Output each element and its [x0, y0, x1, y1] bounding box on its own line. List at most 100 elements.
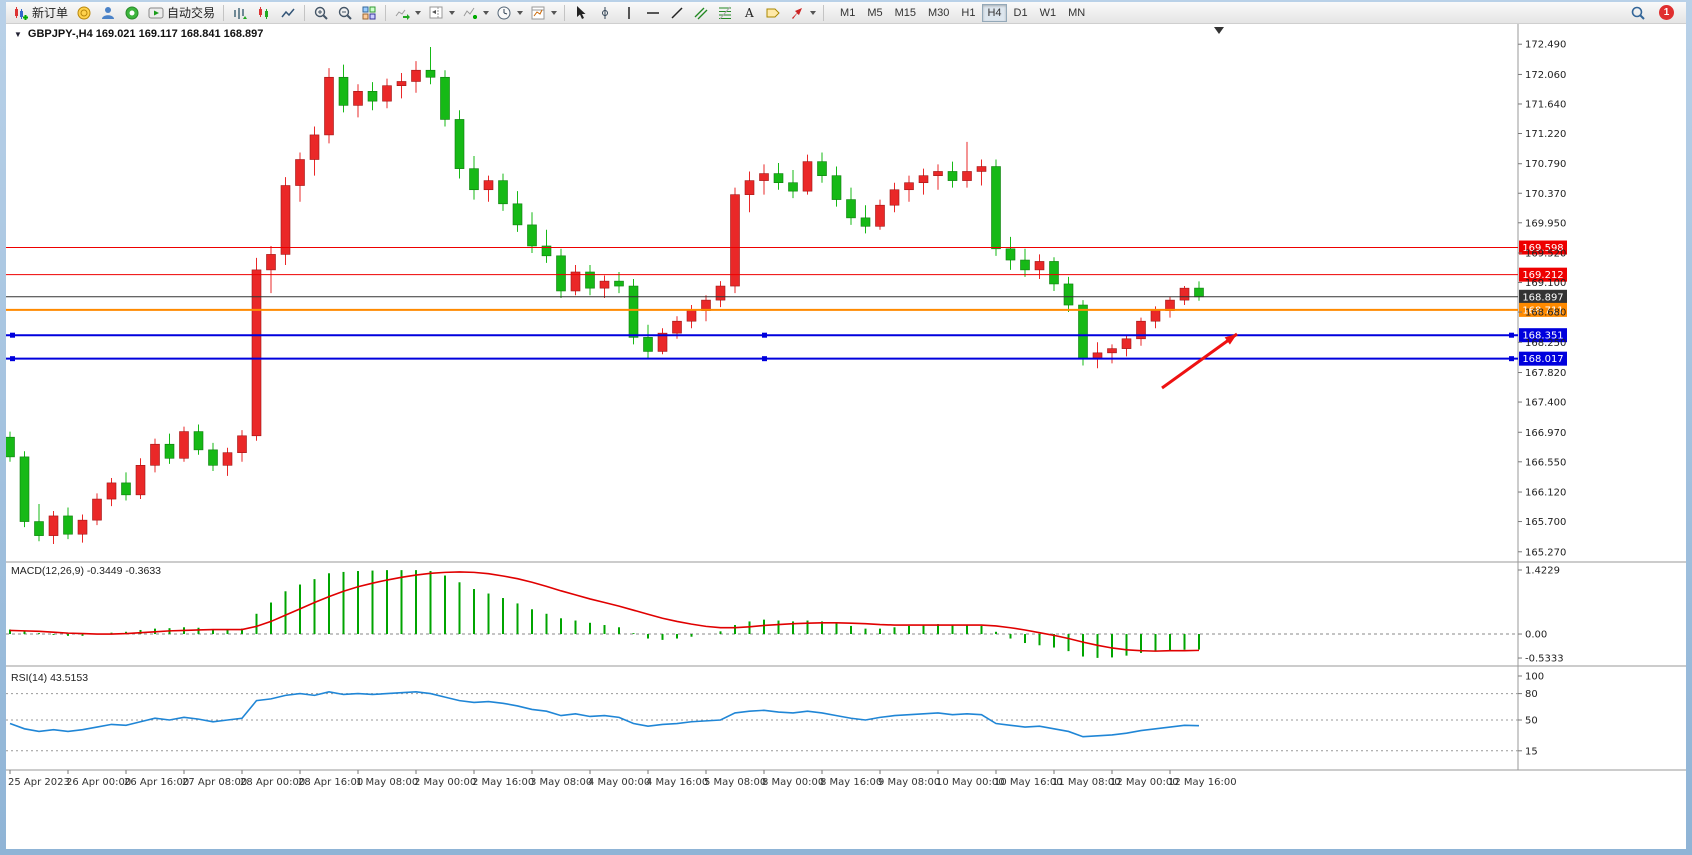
candlestick-chart-icon[interactable] — [253, 4, 275, 22]
crosshair-icon[interactable] — [594, 4, 616, 22]
svg-text:25 Apr 2023: 25 Apr 2023 — [8, 777, 70, 788]
svg-text:2 May 00:00: 2 May 00:00 — [414, 777, 476, 788]
svg-text:172.060: 172.060 — [1525, 70, 1566, 81]
horizontal-levels[interactable]: 169.598 169.212 168.897 168.711 168.351 168.0… — [6, 240, 1567, 366]
svg-text:28 Apr 16:00: 28 Apr 16:00 — [298, 777, 363, 788]
svg-text:50: 50 — [1525, 716, 1538, 727]
label-icon[interactable] — [762, 4, 784, 22]
zoom-out-icon[interactable] — [334, 4, 356, 22]
horizontal-line-icon[interactable] — [642, 4, 664, 22]
tab-timeframe-W1[interactable]: W1 — [1035, 4, 1062, 22]
svg-text:100: 100 — [1525, 672, 1544, 683]
svg-text:11 May 08:00: 11 May 08:00 — [1052, 777, 1121, 788]
shapes-icon[interactable] — [786, 4, 808, 22]
tab-timeframe-H4[interactable]: H4 — [982, 3, 1007, 22]
chart-area[interactable]: ▼ GBPJPY-,H4 169.021 169.117 168.841 168… — [6, 24, 1686, 849]
bar-chart-icon[interactable] — [229, 4, 251, 22]
price-chart-canvas[interactable]: 169.598 169.212 168.897 168.711 168.351 168.0… — [6, 24, 1686, 849]
shapes-caret-icon[interactable] — [810, 10, 817, 15]
templates-caret-icon[interactable] — [551, 10, 558, 15]
svg-text:3 May 08:00: 3 May 08:00 — [530, 777, 592, 788]
symbol-dropdown-icon[interactable]: ▼ — [14, 29, 22, 39]
timeframe-group: M1 M5 M15 M30 H1 H4 D1 W1 MN — [835, 3, 1090, 22]
price-tag-168.351 — [1519, 328, 1567, 343]
svg-text:169.598: 169.598 — [1522, 243, 1563, 254]
symbol-ohlc-text: GBPJPY-,H4 169.021 169.117 168.841 168.8… — [27, 28, 264, 40]
tab-timeframe-MN[interactable]: MN — [1063, 4, 1090, 22]
annotations[interactable] — [1161, 27, 1238, 390]
tab-timeframe-D1[interactable]: D1 — [1009, 4, 1033, 22]
tab-timeframe-M30[interactable]: M30 — [923, 4, 954, 22]
auto-trading-button[interactable]: 自动交易 — [145, 3, 218, 23]
chart-shift-icon[interactable] — [425, 4, 447, 22]
svg-text:168.351: 168.351 — [1522, 331, 1563, 342]
auto-trading-label: 自动交易 — [167, 6, 216, 20]
search-icon[interactable] — [1627, 4, 1649, 22]
svg-text:9 May 08:00: 9 May 08:00 — [878, 777, 940, 788]
svg-text:170.790: 170.790 — [1525, 159, 1566, 170]
svg-text:0.00: 0.00 — [1525, 630, 1547, 641]
svg-text:10 May 16:00: 10 May 16:00 — [994, 777, 1063, 788]
svg-text:169.100: 169.100 — [1525, 278, 1566, 289]
vertical-line-icon[interactable] — [618, 4, 640, 22]
accounts-icon[interactable] — [97, 4, 119, 22]
toolbar-separator — [564, 4, 566, 21]
price-tag-169.212 — [1519, 267, 1567, 282]
indicators-icon[interactable] — [459, 4, 481, 22]
chart-shift-caret-icon[interactable] — [449, 10, 456, 15]
svg-text:168.017: 168.017 — [1522, 354, 1563, 365]
svg-text:27 Apr 08:00: 27 Apr 08:00 — [182, 777, 247, 788]
toolbar-separator — [385, 4, 387, 21]
support-icon[interactable] — [121, 4, 143, 22]
tab-timeframe-H1[interactable]: H1 — [956, 4, 980, 22]
notification-badge[interactable]: 1 — [1659, 5, 1674, 20]
indicators-caret-icon[interactable] — [483, 10, 490, 15]
line-chart-icon[interactable] — [277, 4, 299, 22]
funds-icon[interactable] — [73, 4, 95, 22]
price-tag-168.897 — [1519, 289, 1567, 304]
auto-scroll-caret-icon[interactable] — [415, 10, 422, 15]
templates-icon[interactable] — [527, 4, 549, 22]
svg-text:169.950: 169.950 — [1525, 218, 1566, 229]
svg-text:12 May 16:00: 12 May 16:00 — [1168, 777, 1237, 788]
svg-text:80: 80 — [1525, 689, 1538, 700]
new-order-button[interactable]: 新订单 — [10, 3, 71, 23]
price-tag-169.598 — [1519, 240, 1567, 255]
svg-text:168.680: 168.680 — [1525, 308, 1566, 319]
tab-timeframe-M5[interactable]: M5 — [862, 4, 887, 22]
svg-text:26 Apr 16:00: 26 Apr 16:00 — [124, 777, 189, 788]
zoom-in-icon[interactable] — [310, 4, 332, 22]
svg-text:166.550: 166.550 — [1525, 457, 1566, 468]
indicator-plots — [9, 570, 1200, 738]
price-tag-168.711 — [1519, 302, 1567, 317]
trend-arrow-head-icon — [1224, 334, 1237, 345]
tab-timeframe-M1[interactable]: M1 — [835, 4, 860, 22]
svg-text:1.4229: 1.4229 — [1525, 566, 1560, 577]
chart-end-marker-icon[interactable] — [1214, 27, 1224, 34]
svg-text:168.711: 168.711 — [1522, 305, 1563, 316]
fibonacci-icon[interactable] — [714, 4, 736, 22]
svg-text:-0.5333: -0.5333 — [1525, 654, 1564, 665]
axes: 172.490 172.060 171.640 171.220 170.790 170.3… — [8, 40, 1566, 788]
text-icon[interactable]: A — [738, 4, 760, 22]
periods-caret-icon[interactable] — [517, 10, 524, 15]
channel-icon[interactable] — [690, 4, 712, 22]
svg-text:166.120: 166.120 — [1525, 488, 1566, 499]
svg-text:8 May 00:00: 8 May 00:00 — [762, 777, 824, 788]
svg-text:169.520: 169.520 — [1525, 249, 1566, 260]
cursor-icon[interactable] — [570, 4, 592, 22]
auto-scroll-icon[interactable] — [391, 4, 413, 22]
trend-arrow[interactable] — [1161, 332, 1238, 390]
svg-text:4 May 16:00: 4 May 16:00 — [646, 777, 708, 788]
tab-timeframe-M15[interactable]: M15 — [890, 4, 921, 22]
periods-clock-icon[interactable] — [493, 4, 515, 22]
trendline-icon[interactable] — [666, 4, 688, 22]
svg-text:171.220: 171.220 — [1525, 129, 1566, 140]
toolbar-separator — [223, 4, 225, 21]
tile-windows-icon[interactable] — [358, 4, 380, 22]
svg-text:26 Apr 00:00: 26 Apr 00:00 — [66, 777, 131, 788]
svg-text:28 Apr 00:00: 28 Apr 00:00 — [240, 777, 305, 788]
svg-text:171.640: 171.640 — [1525, 99, 1566, 110]
svg-text:A: A — [744, 6, 754, 20]
